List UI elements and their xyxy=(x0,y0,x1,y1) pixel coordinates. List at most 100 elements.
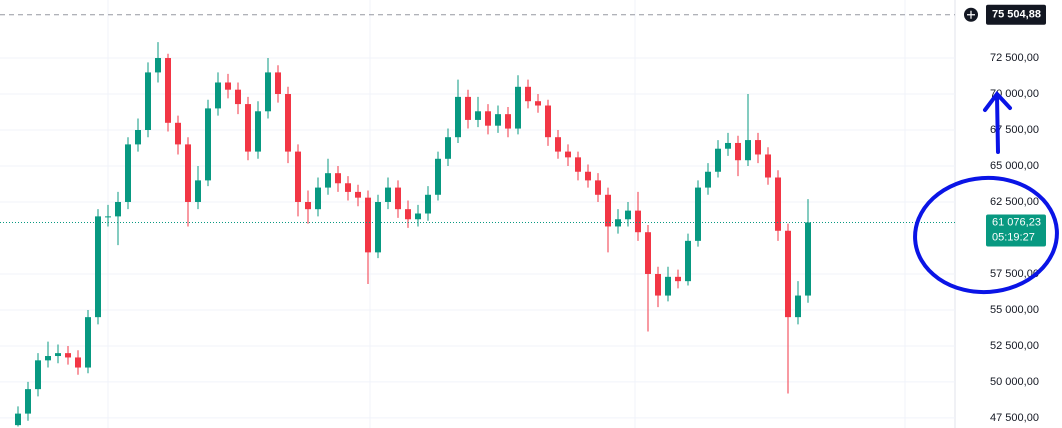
candle-body xyxy=(45,356,51,361)
candle-body xyxy=(325,173,331,188)
candle-body xyxy=(735,142,741,161)
countdown: 05:19:27 xyxy=(992,231,1035,243)
candle-body xyxy=(105,216,111,218)
candle-body xyxy=(315,187,321,210)
candle-body xyxy=(725,142,731,149)
axis: 47 500,00 50 000,00 52 500,00 55 000,00 57 5… xyxy=(0,4,1046,424)
candle-body xyxy=(165,58,171,123)
plus-icon xyxy=(967,10,975,19)
candle-body xyxy=(175,122,181,145)
candle-body xyxy=(635,210,641,233)
candle-body xyxy=(215,82,221,109)
candle-body xyxy=(595,180,601,195)
candle-body xyxy=(785,230,791,318)
last-price-label: 61 076,23 xyxy=(992,216,1041,228)
candle-body xyxy=(645,232,651,274)
candle-body xyxy=(475,111,481,120)
candle-body xyxy=(405,209,411,220)
candle-body xyxy=(135,129,141,145)
candle-body xyxy=(675,276,681,282)
candle-body xyxy=(525,86,531,102)
candle-body xyxy=(375,201,381,253)
candle-body xyxy=(805,222,811,296)
candle-body xyxy=(85,317,91,368)
candle-body xyxy=(695,187,701,241)
candle-body xyxy=(255,111,261,152)
y-tick-label: 55 000,00 xyxy=(990,304,1039,316)
candle-body xyxy=(505,114,511,129)
candle-body xyxy=(285,94,291,152)
candle-body xyxy=(125,144,131,202)
candle-body xyxy=(445,137,451,159)
candle-body xyxy=(415,213,421,220)
candle-body xyxy=(545,105,551,138)
candle-body xyxy=(605,194,611,227)
last-price-box xyxy=(986,214,1046,247)
candle-body xyxy=(655,273,661,296)
y-tick-label: 50 000,00 xyxy=(990,376,1039,388)
candle-body xyxy=(625,210,631,220)
candle-body xyxy=(25,389,31,414)
candle-body xyxy=(765,154,771,178)
candle-body xyxy=(425,194,431,214)
candle-body xyxy=(345,183,351,192)
candle-body xyxy=(775,177,781,231)
candle-body xyxy=(515,86,521,129)
candles xyxy=(15,42,811,427)
candle-body xyxy=(65,353,71,358)
candle-body xyxy=(795,295,801,318)
candle-body xyxy=(485,111,491,126)
candle-body xyxy=(145,72,151,130)
annotation xyxy=(913,90,1059,295)
candle-body xyxy=(435,158,441,195)
candle-body xyxy=(365,197,371,253)
candle-body xyxy=(685,240,691,282)
candle-body xyxy=(585,171,591,181)
circle-annotation xyxy=(913,175,1059,295)
candle-body xyxy=(15,413,21,426)
candle-body xyxy=(565,151,571,158)
y-tick-label: 67 500,00 xyxy=(990,124,1039,136)
y-tick-label: 62 500,00 xyxy=(990,196,1039,208)
candle-body xyxy=(245,104,251,152)
y-tick-label: 72 500,00 xyxy=(990,52,1039,64)
candle-body xyxy=(385,187,391,202)
candle-body xyxy=(235,89,241,105)
y-tick-label: 57 500,00 xyxy=(990,268,1039,280)
candle-body xyxy=(295,151,301,202)
grid xyxy=(0,0,956,428)
time-grid xyxy=(107,0,906,428)
candle-body xyxy=(715,148,721,172)
candle-body xyxy=(555,137,561,152)
candle-body xyxy=(35,360,41,390)
candle-body xyxy=(575,157,581,172)
candle-body xyxy=(665,276,671,296)
y-tick-label: 52 500,00 xyxy=(990,340,1039,352)
candle-body xyxy=(195,180,201,202)
candle-body xyxy=(495,114,501,126)
candle-body xyxy=(95,216,101,318)
candle-body xyxy=(355,191,361,198)
candle-body xyxy=(335,173,341,184)
high-label: 75 504,88 xyxy=(992,9,1041,21)
candle-body xyxy=(225,82,231,90)
candle-body xyxy=(275,72,281,95)
candle-body xyxy=(155,58,161,73)
candle-body xyxy=(755,140,761,155)
y-tick-label: 65 000,00 xyxy=(990,160,1039,172)
candle-body xyxy=(185,144,191,202)
candle-body xyxy=(205,108,211,181)
candle-body xyxy=(395,187,401,210)
candle-body xyxy=(705,171,711,188)
arrow-annotation xyxy=(983,90,1012,154)
candle-body xyxy=(535,101,541,106)
candle-body xyxy=(55,353,61,357)
y-tick-label: 47 500,00 xyxy=(990,412,1039,424)
candle-body xyxy=(75,357,81,368)
candle-body xyxy=(745,140,751,161)
candle-body xyxy=(265,72,271,112)
candle-body xyxy=(465,96,471,120)
candle-body xyxy=(115,201,121,217)
